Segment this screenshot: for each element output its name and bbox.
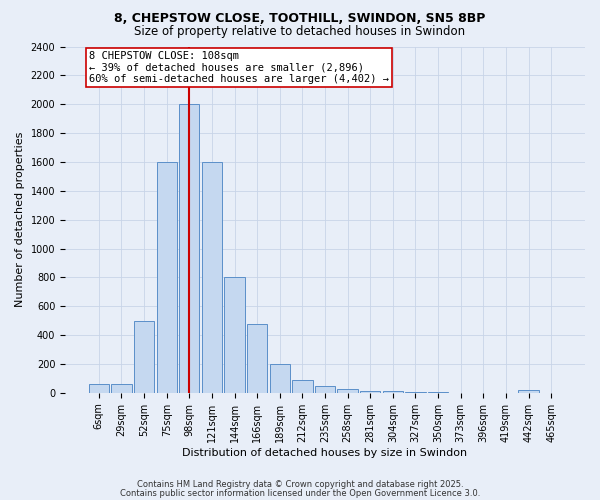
X-axis label: Distribution of detached houses by size in Swindon: Distribution of detached houses by size … (182, 448, 467, 458)
Text: Contains HM Land Registry data © Crown copyright and database right 2025.: Contains HM Land Registry data © Crown c… (137, 480, 463, 489)
Bar (383, 392, 403, 393)
Text: Contains public sector information licensed under the Open Government Licence 3.: Contains public sector information licen… (120, 488, 480, 498)
Bar (247, 324, 268, 393)
Y-axis label: Number of detached properties: Number of detached properties (15, 132, 25, 308)
Bar (224, 278, 245, 393)
Text: 8 CHEPSTOW CLOSE: 108sqm
← 39% of detached houses are smaller (2,896)
60% of sem: 8 CHEPSTOW CLOSE: 108sqm ← 39% of detach… (89, 51, 389, 84)
Bar (337, 389, 358, 393)
Bar (111, 384, 131, 393)
Bar (428, 392, 448, 393)
Bar (157, 162, 177, 393)
Bar (134, 320, 154, 393)
Bar (406, 392, 425, 393)
Text: 8, CHEPSTOW CLOSE, TOOTHILL, SWINDON, SN5 8BP: 8, CHEPSTOW CLOSE, TOOTHILL, SWINDON, SN… (115, 12, 485, 26)
Bar (202, 162, 222, 393)
Bar (292, 380, 313, 393)
Bar (179, 104, 199, 393)
Bar (89, 384, 109, 393)
Bar (269, 364, 290, 393)
Bar (518, 390, 539, 393)
Bar (315, 386, 335, 393)
Text: Size of property relative to detached houses in Swindon: Size of property relative to detached ho… (134, 25, 466, 38)
Bar (360, 390, 380, 393)
